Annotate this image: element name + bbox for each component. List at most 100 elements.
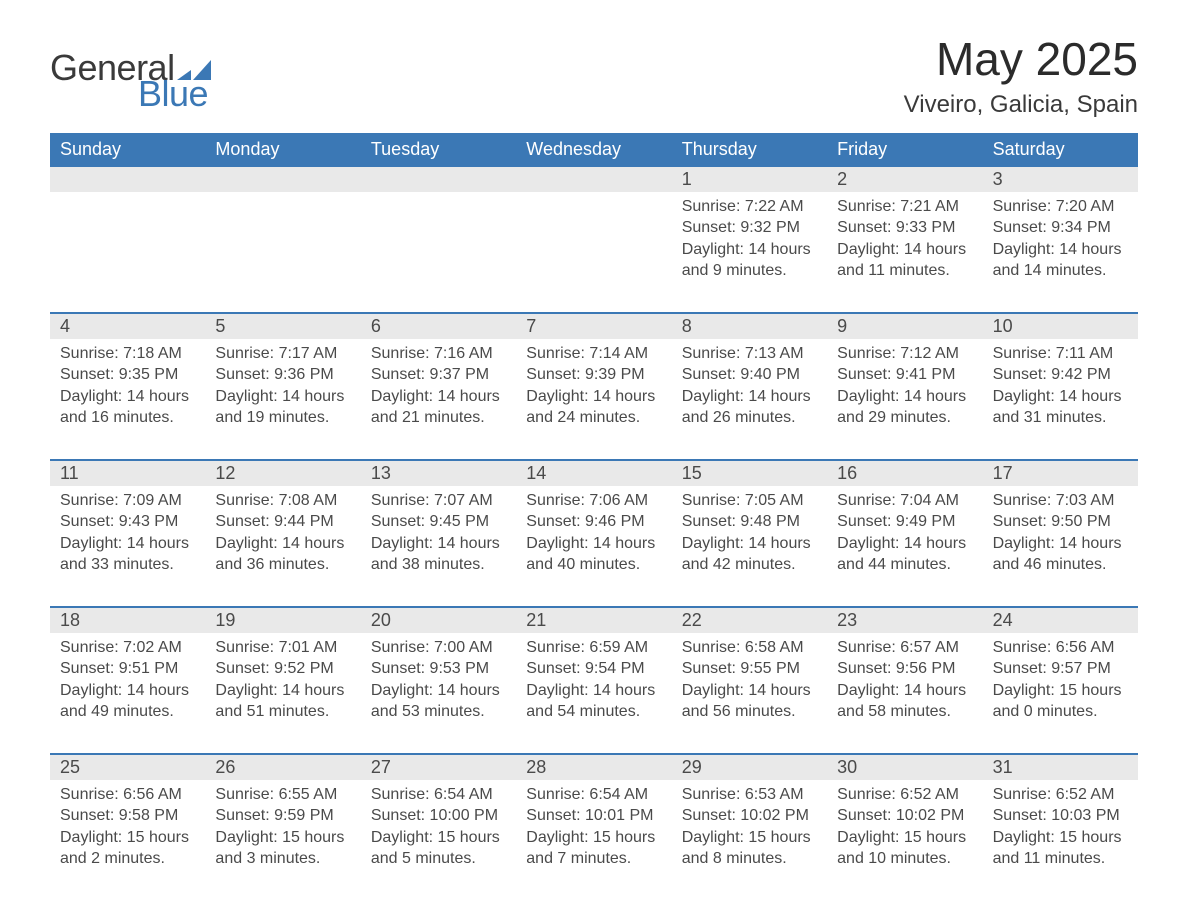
- daylight-line: Daylight: 14 hours and 53 minutes.: [371, 680, 506, 723]
- sunrise-line: Sunrise: 7:01 AM: [215, 637, 350, 659]
- day-number: 2: [827, 167, 982, 192]
- day-details: Sunrise: 7:21 AMSunset: 9:33 PMDaylight:…: [827, 192, 982, 284]
- sunset-line: Sunset: 9:32 PM: [682, 217, 817, 239]
- day-number: 12: [205, 461, 360, 486]
- sunrise-line: Sunrise: 6:56 AM: [60, 784, 195, 806]
- page: General Blue May 2025 Viveiro, Galicia, …: [0, 0, 1188, 918]
- day-number-row: 11121314151617: [50, 461, 1138, 486]
- month-title: May 2025: [904, 34, 1138, 85]
- day-number: 19: [205, 608, 360, 633]
- sunset-line: Sunset: 9:53 PM: [371, 658, 506, 680]
- day-number: 6: [361, 314, 516, 339]
- daylight-line: Daylight: 14 hours and 44 minutes.: [837, 533, 972, 576]
- calendar-week: 45678910Sunrise: 7:18 AMSunset: 9:35 PMD…: [50, 312, 1138, 431]
- brand-line2: Blue: [138, 76, 211, 112]
- day-number: 18: [50, 608, 205, 633]
- sunset-line: Sunset: 10:02 PM: [837, 805, 972, 827]
- day-details: Sunrise: 6:56 AMSunset: 9:58 PMDaylight:…: [50, 780, 205, 872]
- daylight-line: Daylight: 14 hours and 51 minutes.: [215, 680, 350, 723]
- day-number-row: 25262728293031: [50, 755, 1138, 780]
- sunrise-line: Sunrise: 7:03 AM: [993, 490, 1128, 512]
- daylight-line: Daylight: 14 hours and 29 minutes.: [837, 386, 972, 429]
- sunset-line: Sunset: 9:45 PM: [371, 511, 506, 533]
- sunrise-line: Sunrise: 6:57 AM: [837, 637, 972, 659]
- sunset-line: Sunset: 9:36 PM: [215, 364, 350, 386]
- day-details: [361, 192, 516, 284]
- day-details: Sunrise: 7:11 AMSunset: 9:42 PMDaylight:…: [983, 339, 1138, 431]
- daylight-line: Daylight: 14 hours and 31 minutes.: [993, 386, 1128, 429]
- day-details-row: Sunrise: 7:09 AMSunset: 9:43 PMDaylight:…: [50, 486, 1138, 578]
- day-details: Sunrise: 6:54 AMSunset: 10:00 PMDaylight…: [361, 780, 516, 872]
- sunrise-line: Sunrise: 6:55 AM: [215, 784, 350, 806]
- day-number-row: 45678910: [50, 314, 1138, 339]
- day-details-row: Sunrise: 7:18 AMSunset: 9:35 PMDaylight:…: [50, 339, 1138, 431]
- day-number: 26: [205, 755, 360, 780]
- day-details-row: Sunrise: 6:56 AMSunset: 9:58 PMDaylight:…: [50, 780, 1138, 872]
- sunset-line: Sunset: 9:33 PM: [837, 217, 972, 239]
- day-details: [50, 192, 205, 284]
- daylight-line: Daylight: 15 hours and 3 minutes.: [215, 827, 350, 870]
- day-details: Sunrise: 6:55 AMSunset: 9:59 PMDaylight:…: [205, 780, 360, 872]
- daylight-line: Daylight: 14 hours and 33 minutes.: [60, 533, 195, 576]
- sunrise-line: Sunrise: 6:56 AM: [993, 637, 1128, 659]
- sunset-line: Sunset: 9:56 PM: [837, 658, 972, 680]
- day-details: Sunrise: 7:17 AMSunset: 9:36 PMDaylight:…: [205, 339, 360, 431]
- daylight-line: Daylight: 15 hours and 8 minutes.: [682, 827, 817, 870]
- weekday-header: Friday: [827, 133, 982, 167]
- sunset-line: Sunset: 9:52 PM: [215, 658, 350, 680]
- day-details: Sunrise: 6:52 AMSunset: 10:02 PMDaylight…: [827, 780, 982, 872]
- day-details-row: Sunrise: 7:22 AMSunset: 9:32 PMDaylight:…: [50, 192, 1138, 284]
- day-details: Sunrise: 7:05 AMSunset: 9:48 PMDaylight:…: [672, 486, 827, 578]
- day-number: 5: [205, 314, 360, 339]
- weekday-header: Monday: [205, 133, 360, 167]
- day-details: Sunrise: 7:09 AMSunset: 9:43 PMDaylight:…: [50, 486, 205, 578]
- day-details: Sunrise: 7:00 AMSunset: 9:53 PMDaylight:…: [361, 633, 516, 725]
- daylight-line: Daylight: 15 hours and 2 minutes.: [60, 827, 195, 870]
- day-details: [205, 192, 360, 284]
- calendar-week: 11121314151617Sunrise: 7:09 AMSunset: 9:…: [50, 459, 1138, 578]
- sunrise-line: Sunrise: 7:04 AM: [837, 490, 972, 512]
- daylight-line: Daylight: 14 hours and 9 minutes.: [682, 239, 817, 282]
- sunrise-line: Sunrise: 7:07 AM: [371, 490, 506, 512]
- day-number: 3: [983, 167, 1138, 192]
- daylight-line: Daylight: 14 hours and 54 minutes.: [526, 680, 661, 723]
- day-details: Sunrise: 7:06 AMSunset: 9:46 PMDaylight:…: [516, 486, 671, 578]
- day-details: Sunrise: 6:53 AMSunset: 10:02 PMDaylight…: [672, 780, 827, 872]
- sunrise-line: Sunrise: 7:09 AM: [60, 490, 195, 512]
- daylight-line: Daylight: 14 hours and 16 minutes.: [60, 386, 195, 429]
- brand-logo: General Blue: [50, 50, 211, 112]
- sunset-line: Sunset: 10:00 PM: [371, 805, 506, 827]
- sunset-line: Sunset: 9:41 PM: [837, 364, 972, 386]
- day-details: Sunrise: 6:54 AMSunset: 10:01 PMDaylight…: [516, 780, 671, 872]
- sunset-line: Sunset: 9:51 PM: [60, 658, 195, 680]
- sunrise-line: Sunrise: 6:53 AM: [682, 784, 817, 806]
- day-number: 9: [827, 314, 982, 339]
- sunrise-line: Sunrise: 6:59 AM: [526, 637, 661, 659]
- day-details: Sunrise: 6:58 AMSunset: 9:55 PMDaylight:…: [672, 633, 827, 725]
- daylight-line: Daylight: 14 hours and 46 minutes.: [993, 533, 1128, 576]
- day-number: 1: [672, 167, 827, 192]
- daylight-line: Daylight: 15 hours and 11 minutes.: [993, 827, 1128, 870]
- sunset-line: Sunset: 9:55 PM: [682, 658, 817, 680]
- day-details: Sunrise: 7:07 AMSunset: 9:45 PMDaylight:…: [361, 486, 516, 578]
- sunrise-line: Sunrise: 7:08 AM: [215, 490, 350, 512]
- daylight-line: Daylight: 14 hours and 21 minutes.: [371, 386, 506, 429]
- daylight-line: Daylight: 15 hours and 7 minutes.: [526, 827, 661, 870]
- sunset-line: Sunset: 9:35 PM: [60, 364, 195, 386]
- sunrise-line: Sunrise: 6:58 AM: [682, 637, 817, 659]
- day-details: Sunrise: 7:04 AMSunset: 9:49 PMDaylight:…: [827, 486, 982, 578]
- day-details: Sunrise: 7:20 AMSunset: 9:34 PMDaylight:…: [983, 192, 1138, 284]
- day-number: 25: [50, 755, 205, 780]
- topbar: General Blue May 2025 Viveiro, Galicia, …: [50, 34, 1138, 119]
- sunset-line: Sunset: 9:58 PM: [60, 805, 195, 827]
- day-details: Sunrise: 6:59 AMSunset: 9:54 PMDaylight:…: [516, 633, 671, 725]
- sunset-line: Sunset: 9:49 PM: [837, 511, 972, 533]
- sunset-line: Sunset: 9:59 PM: [215, 805, 350, 827]
- day-details: Sunrise: 7:02 AMSunset: 9:51 PMDaylight:…: [50, 633, 205, 725]
- sunrise-line: Sunrise: 7:21 AM: [837, 196, 972, 218]
- day-details: Sunrise: 7:16 AMSunset: 9:37 PMDaylight:…: [361, 339, 516, 431]
- day-details: Sunrise: 7:03 AMSunset: 9:50 PMDaylight:…: [983, 486, 1138, 578]
- calendar: SundayMondayTuesdayWednesdayThursdayFrid…: [50, 133, 1138, 872]
- day-number: 7: [516, 314, 671, 339]
- day-number: 4: [50, 314, 205, 339]
